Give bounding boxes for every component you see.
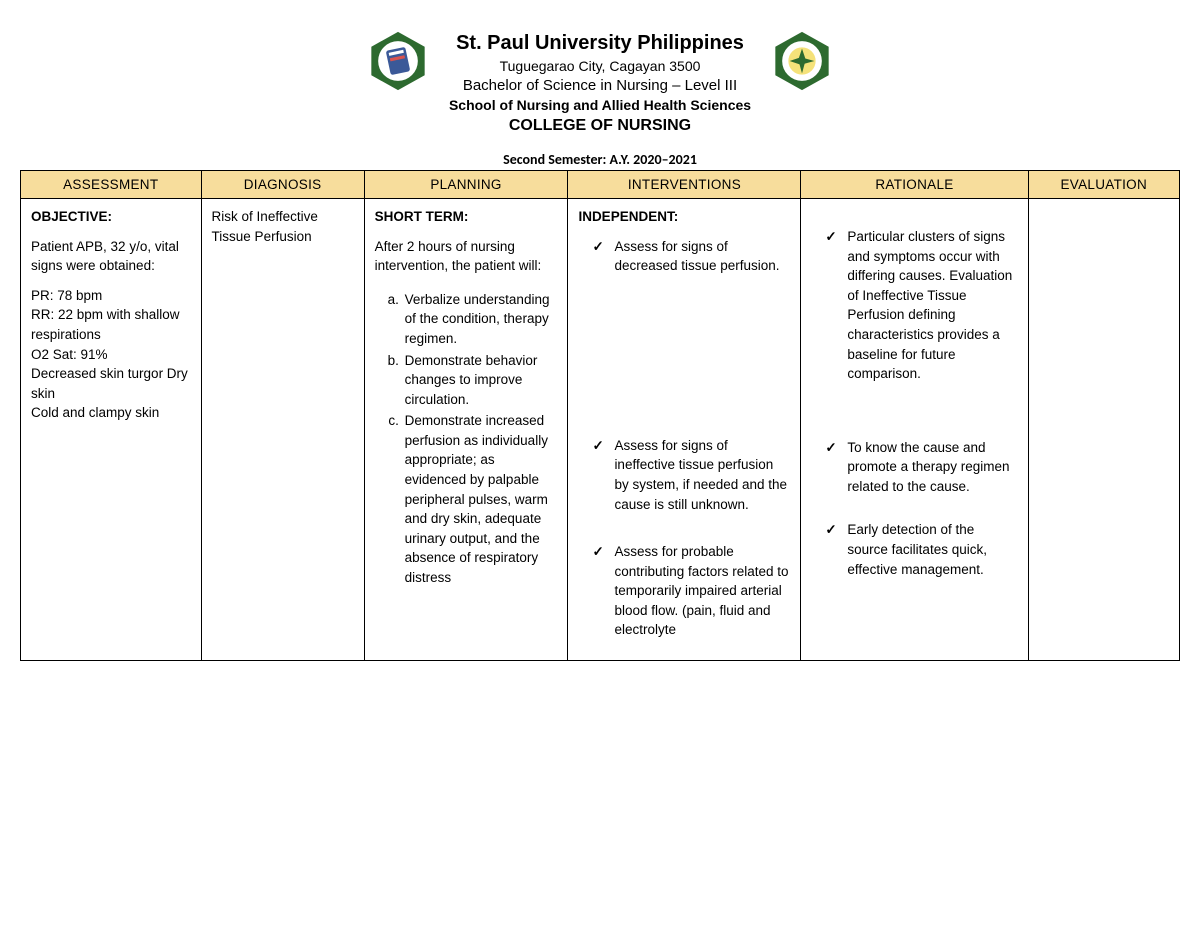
rationale-item: To know the cause and promote a therapy … [829, 438, 1017, 497]
planning-heading: SHORT TERM: [375, 207, 558, 227]
planning-item: Demonstrate increased perfusion as indiv… [403, 411, 558, 587]
col-header-assessment: ASSESSMENT [21, 170, 202, 199]
intervention-item: Assess for signs of ineffective tissue p… [596, 436, 790, 514]
college-line: COLLEGE OF NURSING [449, 115, 751, 137]
table-row: OBJECTIVE: Patient APB, 32 y/o, vital si… [21, 199, 1180, 661]
vital-line: PR: 78 bpm [31, 286, 191, 306]
assessment-heading: OBJECTIVE: [31, 207, 191, 227]
university-name: St. Paul University Philippines [449, 30, 751, 57]
planning-item: Verbalize understanding of the condition… [403, 290, 558, 349]
semester-line: Second Semester: A.Y. 2020–2021 [20, 151, 1180, 168]
school-line: School of Nursing and Allied Health Scie… [449, 96, 751, 115]
interventions-heading: INDEPENDENT: [578, 207, 790, 227]
intervention-item: Assess for signs of decreased tissue per… [596, 237, 790, 276]
right-logo-icon [771, 30, 833, 92]
rationale-item: Particular clusters of signs and symptom… [829, 227, 1017, 384]
rationale-list: Particular clusters of signs and symptom… [811, 227, 1017, 579]
intervention-item: Assess for probable contributing factors… [596, 542, 790, 640]
header-text-block: St. Paul University Philippines Tuguegar… [449, 30, 751, 137]
col-header-rationale: RATIONALE [801, 170, 1028, 199]
planning-item: Demonstrate behavior changes to improve … [403, 351, 558, 410]
rationale-item: Early detection of the source facilitate… [829, 520, 1017, 579]
vital-line: Cold and clampy skin [31, 403, 191, 423]
col-header-planning: PLANNING [364, 170, 568, 199]
city-line: Tuguegarao City, Cagayan 3500 [449, 57, 751, 76]
program-line: Bachelor of Science in Nursing – Level I… [449, 76, 751, 96]
vital-line: O2 Sat: 91% [31, 345, 191, 365]
planning-list: Verbalize understanding of the condition… [375, 290, 558, 587]
planning-intro: After 2 hours of nursing intervention, t… [375, 237, 558, 276]
assessment-intro: Patient APB, 32 y/o, vital signs were ob… [31, 237, 191, 276]
evaluation-cell [1028, 199, 1179, 661]
table-header-row: ASSESSMENT DIAGNOSIS PLANNING INTERVENTI… [21, 170, 1180, 199]
diagnosis-text: Risk of Ineffective Tissue Perfusion [212, 207, 354, 246]
col-header-diagnosis: DIAGNOSIS [201, 170, 364, 199]
vital-line: RR: 22 bpm with shallow respirations [31, 305, 191, 344]
rationale-cell: Particular clusters of signs and symptom… [801, 199, 1028, 661]
document-header: St. Paul University Philippines Tuguegar… [20, 30, 1180, 137]
col-header-evaluation: EVALUATION [1028, 170, 1179, 199]
interventions-list: Assess for signs of decreased tissue per… [578, 237, 790, 640]
interventions-cell: INDEPENDENT: Assess for signs of decreas… [568, 199, 801, 661]
assessment-cell: OBJECTIVE: Patient APB, 32 y/o, vital si… [21, 199, 202, 661]
col-header-interventions: INTERVENTIONS [568, 170, 801, 199]
left-logo-icon [367, 30, 429, 92]
diagnosis-cell: Risk of Ineffective Tissue Perfusion [201, 199, 364, 661]
planning-cell: SHORT TERM: After 2 hours of nursing int… [364, 199, 568, 661]
vital-line: Decreased skin turgor Dry skin [31, 364, 191, 403]
care-plan-table: ASSESSMENT DIAGNOSIS PLANNING INTERVENTI… [20, 170, 1180, 661]
